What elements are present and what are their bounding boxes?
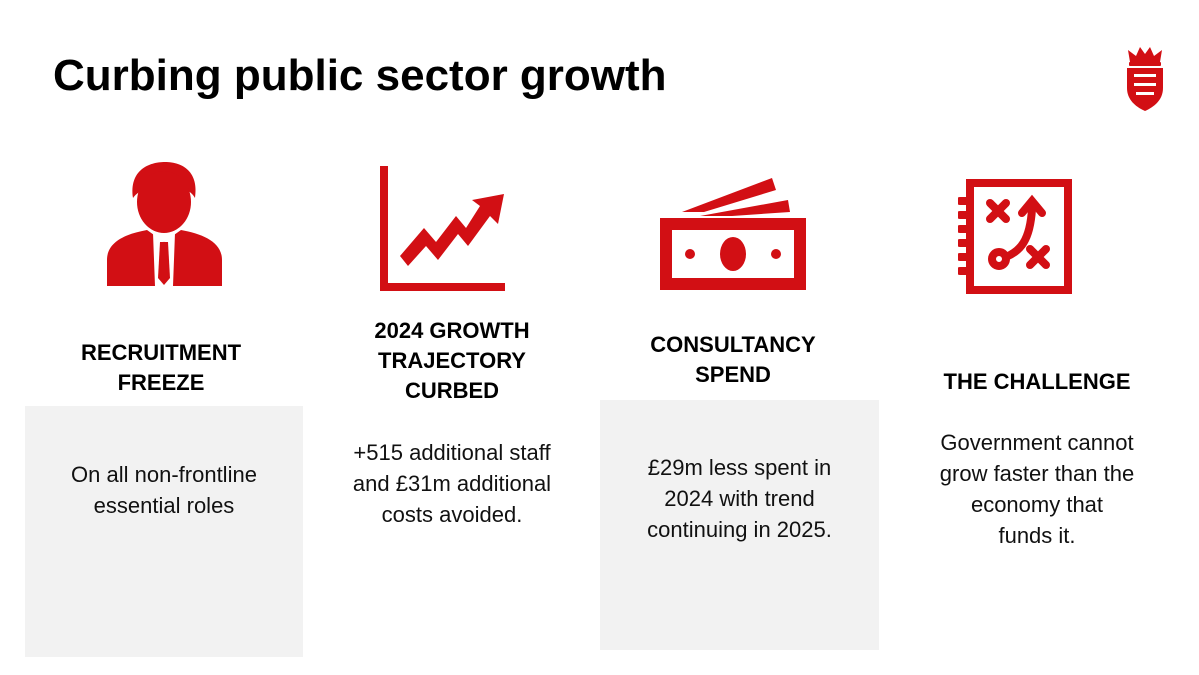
heading-line: FREEZE [117,370,205,395]
heading-line: 2024 GROWTH [374,318,530,343]
jersey-crest-logo [1127,47,1163,111]
challenge-heading: THE CHALLENGE [905,367,1169,397]
text-line: continuing in 2025. [647,517,832,542]
text-line: 2024 with trend [664,486,815,511]
text-line: On all non-frontline [71,462,257,487]
recruitment-freeze-heading: RECRUITMENT FREEZE [30,338,292,398]
growth-trajectory-text: +515 additional staff and £31m additiona… [322,437,582,530]
heading-line: RECRUITMENT [80,340,242,365]
strategy-notebook-icon [958,179,1072,294]
consultancy-spend-heading: CONSULTANCY SPEND [603,330,863,390]
text-line: +515 additional staff [353,440,551,465]
consultancy-spend-panel [600,400,879,650]
banknotes-icon [660,178,806,290]
heading-line: CONSULTANCY [650,332,816,357]
text-line: funds it. [998,523,1076,548]
recruitment-freeze-panel [25,406,303,657]
heading-line: CURBED [404,378,500,403]
text-line: Government cannot [940,430,1134,455]
heading-line: SPEND [695,362,771,387]
heading-line: THE CHALLENGE [943,369,1131,394]
slide-title: Curbing public sector growth [53,51,667,100]
text-line: and £31m additional [352,471,552,496]
text-line: essential roles [93,493,235,518]
recruitment-freeze-text: On all non-frontline essential roles [25,459,303,521]
text-line: grow faster than the [939,461,1135,486]
growth-trajectory-heading: 2024 GROWTH TRAJECTORY CURBED [322,316,582,406]
text-line: economy that [970,492,1104,517]
businessman-icon [107,162,222,286]
growth-chart-icon [380,166,505,291]
heading-line: TRAJECTORY [378,348,526,373]
consultancy-spend-text: £29m less spent in 2024 with trend conti… [600,452,879,545]
text-line: £29m less spent in [647,455,832,480]
text-line: costs avoided. [381,502,523,527]
challenge-text: Government cannot grow faster than the e… [905,427,1169,551]
